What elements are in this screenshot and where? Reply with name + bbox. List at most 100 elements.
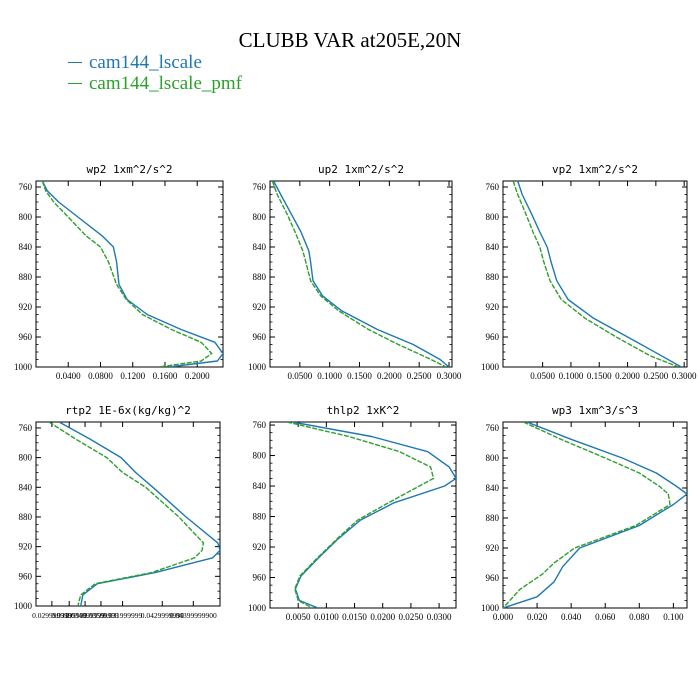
y-tick-label: 840 [19,482,33,492]
page-title: CLUBB VAR at205E,20N [238,28,462,52]
y-tick-label: 840 [253,481,267,491]
series-line-lscale-pmf [503,422,671,608]
x-tick-label: 0.04399999900 [170,611,217,620]
plot-frame [502,421,688,609]
legend: cam144_lscale cam144_lscale_pmf [68,52,242,94]
x-tick-label: 0.100 [663,612,684,622]
x-tick-label: 0.0250 [399,612,424,622]
plot-frame [35,180,224,368]
x-tick-label: 0.1000 [559,371,584,381]
x-tick-label: 0.2000 [185,371,210,381]
y-tick-label: 760 [253,182,267,192]
series-line-lscale [41,181,223,367]
series-line-lscale-pmf [271,181,447,367]
legend-label-lscale: cam144_lscale [89,52,202,73]
legend-swatch-lscale-pmf [68,83,82,84]
y-tick-label: 760 [253,420,267,430]
y-tick-label: 960 [253,573,267,583]
chart-title: vp2 1xm^2/s^2 [552,163,638,176]
series-line-lscale-pmf [48,422,205,606]
x-tick-label: 0.0300 [427,612,452,622]
x-tick-label: 0.020 [527,612,548,622]
plot-frame [35,421,221,607]
x-tick-label: 0.0500 [530,371,555,381]
y-tick-label: 880 [253,512,267,522]
plot-frame [502,180,688,368]
legend-swatch-lscale [68,62,82,63]
y-tick-label: 960 [253,332,267,342]
y-tick-label: 800 [486,212,500,222]
x-tick-label: 0.1500 [347,371,372,381]
y-tick-label: 880 [19,512,33,522]
y-tick-label: 800 [19,212,33,222]
chart-title: wp2 1xm^2/s^2 [86,163,172,176]
x-tick-label: 0.034999999 [65,611,105,620]
y-tick-label: 920 [19,542,33,552]
x-tick-label: 0.080 [629,612,650,622]
x-tick-label: 0.1000 [317,371,342,381]
series-line-lscale-pmf [512,181,679,367]
plot-frame [269,180,453,368]
y-tick-label: 920 [486,543,500,553]
series-line-lscale [58,422,220,606]
chart-panel-1: wp2 1xm^2/s^2 760 800 840 880 920 960 1000 0.040… [14,163,224,381]
chart-title: thlp2 1xK^2 [327,404,400,417]
y-tick-label: 760 [19,423,33,433]
x-tick-label: 0.2000 [377,371,402,381]
y-tick-label: 960 [486,332,500,342]
y-tick-label: 760 [19,182,33,192]
x-tick-label: 0.0150 [342,612,367,622]
x-tick-label: 0.2500 [407,371,432,381]
x-tick-label: 0.060 [595,612,616,622]
y-tick-label: 1000 [481,362,500,372]
x-tick-label: 0.0050 [286,612,311,622]
y-tick-label: 760 [486,182,500,192]
x-tick-label: 0.2500 [643,371,668,381]
y-tick-label: 880 [486,272,500,282]
x-tick-label: 0.03599999 [83,611,119,620]
y-tick-label: 800 [19,453,33,463]
y-tick-label: 960 [19,332,33,342]
y-tick-label: 1000 [248,603,267,613]
y-tick-label: 840 [486,242,500,252]
y-tick-label: 840 [19,242,33,252]
y-tick-label: 760 [486,423,500,433]
x-tick-label: 0.040 [561,612,582,622]
x-tick-label: 0.031999999 [103,611,143,620]
legend-item-lscale-pmf: cam144_lscale_pmf [68,73,242,94]
chart-panel-3: vp2 1xm^2/s^2 760 800 840 880 920 960 1000 0.050… [481,163,697,381]
y-tick-label: 1000 [248,362,267,372]
plot-frame [269,421,457,609]
series-line-lscale-pmf [286,422,435,608]
chart-title: rtp2 1E-6x(kg/kg)^2 [65,404,191,417]
y-tick-label: 880 [486,513,500,523]
y-tick-label: 1000 [14,601,33,611]
y-tick-label: 880 [19,272,33,282]
y-tick-label: 960 [19,571,33,581]
x-tick-label: 0.0200 [370,612,395,622]
x-tick-label: 0.029999999 [32,611,72,620]
y-tick-label: 800 [253,451,267,461]
y-tick-label: 920 [486,302,500,312]
y-tick-label: 800 [253,212,267,222]
y-tick-label: 960 [486,573,500,583]
y-tick-label: 880 [253,272,267,282]
x-tick-label: 0.2000 [615,371,640,381]
x-tick-label: 0.3000 [437,371,462,381]
y-tick-label: 1000 [481,603,500,613]
x-tick-label: 0.1500 [587,371,612,381]
x-tick-label: 0.0400 [56,371,81,381]
x-tick-label: 0.0429999999 [141,611,184,620]
legend-item-lscale: cam144_lscale [68,52,242,73]
y-tick-label: 840 [253,242,267,252]
y-tick-label: 920 [19,302,33,312]
series-line-lscale [272,181,450,367]
y-tick-label: 920 [253,302,267,312]
chart-title: up2 1xm^2/s^2 [318,163,404,176]
y-tick-label: 800 [486,453,500,463]
chart-panel-6: wp3 1xm^3/s^3 760 800 840 880 920 960 10000.000… [481,404,688,622]
chart-panel-2: up2 1xm^2/s^2 760 800 840 880 920 960 1000 0.050… [248,163,462,381]
chart-title: wp3 1xm^3/s^3 [552,404,638,417]
